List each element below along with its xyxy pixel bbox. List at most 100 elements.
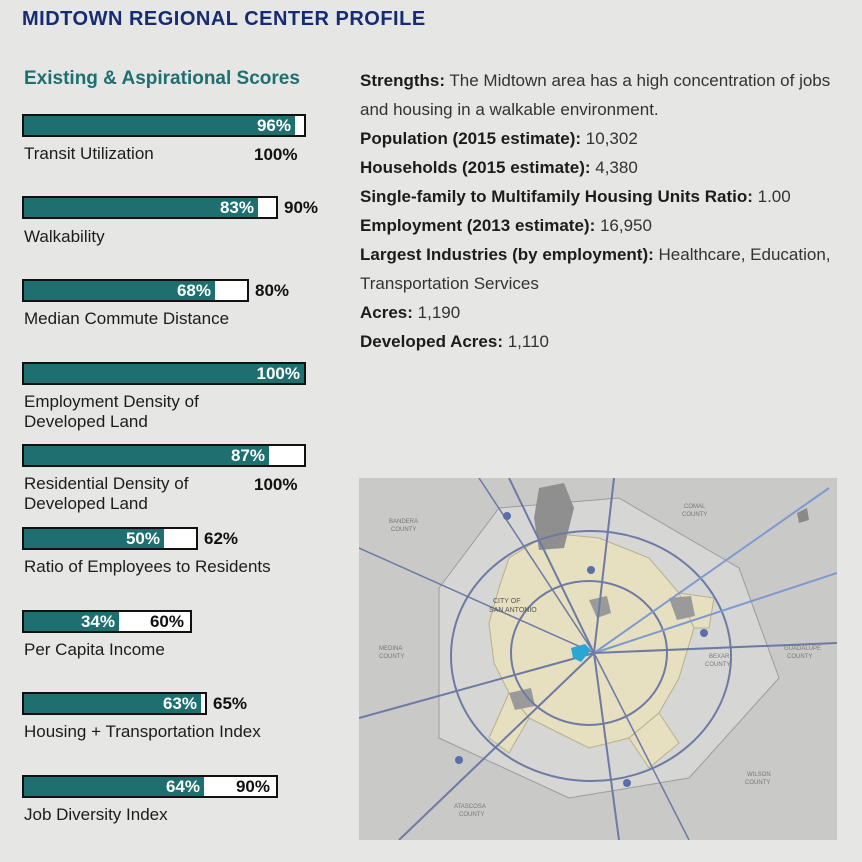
aspirational-score: 90% [235, 777, 270, 796]
map-label-guadalupe-2: COUNTY [787, 654, 812, 660]
aspirational-score: 60% [149, 612, 184, 631]
existing-score: 34% [80, 612, 115, 631]
existing-score: 100% [256, 364, 300, 383]
score-item: 87% 100% Residential Density of Developed … [22, 444, 352, 514]
aspirational-bar: 50% [22, 527, 198, 550]
score-label: Median Commute Distance [24, 309, 230, 328]
aspirational-score: 65% [213, 694, 248, 713]
aspirational-score: 80% [255, 281, 290, 300]
existing-bar: 50% [24, 529, 164, 548]
map-label-wilson: WILSON [747, 772, 771, 778]
aspirational-bar: 64% 90% [22, 775, 278, 798]
aspirational-bar: 100% [22, 362, 306, 385]
households-label: Households (2015 estimate): [360, 158, 591, 177]
score-item: 64% 90% Job Diversity Index [22, 775, 352, 845]
acres-label: Acres: [360, 303, 413, 322]
existing-score: 64% [165, 777, 200, 796]
map-label-atascosa: ATASCOSA [454, 804, 486, 810]
score-item: 68% 80% Median Commute Distance [22, 279, 352, 349]
score-item: 83% 90% Walkability [22, 196, 352, 266]
profile-info: Strengths: The Midtown area has a high c… [360, 66, 840, 356]
strengths-line: Strengths: The Midtown area has a high c… [360, 66, 840, 124]
employment-value: 16,950 [595, 216, 652, 235]
score-item: 34% 60% Per Capita Income [22, 610, 352, 680]
industries-value: Healthcare, Education, Transportation Se… [360, 245, 831, 293]
score-item: 50% 62% Ratio of Employees to Residents [22, 527, 352, 597]
existing-score: 87% [230, 446, 265, 465]
aspirational-score: 62% [204, 529, 239, 548]
aspirational-score: 90% [284, 198, 319, 217]
score-label: Housing + Transportation Index [24, 722, 261, 741]
existing-score: 83% [219, 198, 254, 217]
map-label-bexar: BEXAR [709, 654, 730, 660]
population-line: Population (2015 estimate): 10,302 [360, 124, 840, 153]
aspirational-bar: 63% [22, 692, 207, 715]
score-label: Transit Utilization [24, 144, 154, 163]
acres-value: 1,190 [412, 303, 461, 322]
score-label: Residential Density of Developed Land [24, 474, 189, 513]
map-label-comal-2: COUNTY [682, 512, 707, 518]
aspirational-bar: 87% [22, 444, 306, 467]
map-label-bandera-2: COUNTY [391, 527, 416, 533]
aspirational-score: 100% [254, 475, 298, 494]
map-label-guadalupe: GUADALUPE [784, 646, 821, 652]
existing-bar: 87% [24, 446, 269, 465]
ratio-line: Single-family to Multifamily Housing Uni… [360, 182, 840, 211]
score-item: 96% 100% Transit Utilization [22, 114, 352, 184]
score-item: 63% 65% Housing + Transportation Index [22, 692, 352, 762]
map-label-bexar-2: COUNTY [705, 662, 730, 668]
existing-bar: 100% [24, 364, 304, 383]
aspirational-bar: 96% [22, 114, 306, 137]
aspirational-bar: 34% 60% [22, 610, 192, 633]
score-label: Job Diversity Index [24, 805, 168, 824]
map-label-wilson-2: COUNTY [745, 780, 770, 786]
developed-line: Developed Acres: 1,110 [360, 327, 840, 356]
households-value: 4,380 [590, 158, 638, 177]
regional-map: BANDERA COUNTY COMAL COUNTY MEDINA COUNT… [359, 478, 837, 840]
employment-line: Employment (2013 estimate): 16,950 [360, 211, 840, 240]
developed-label: Developed Acres: [360, 332, 503, 351]
map-label-city-2: SAN ANTONIO [489, 607, 537, 614]
map-label-medina: MEDINA [379, 646, 402, 652]
existing-score: 63% [162, 694, 197, 713]
population-value: 10,302 [581, 129, 638, 148]
map-label-bandera: BANDERA [389, 519, 418, 525]
strengths-label: Strengths: [360, 71, 445, 90]
page-title: MIDTOWN REGIONAL CENTER PROFILE [22, 8, 426, 30]
scores-title: Existing & Aspirational Scores [24, 68, 300, 89]
existing-score: 50% [125, 529, 160, 548]
map-label-atascosa-2: COUNTY [459, 812, 484, 818]
map-label-medina-2: COUNTY [379, 654, 404, 660]
existing-bar: 96% [24, 116, 295, 135]
map-label-city: CITY OF [493, 598, 520, 605]
existing-bar: 63% [24, 694, 201, 713]
map-graphic: BANDERA COUNTY COMAL COUNTY MEDINA COUNT… [359, 478, 837, 840]
developed-value: 1,110 [502, 332, 549, 351]
acres-line: Acres: 1,190 [360, 298, 840, 327]
highway-shield-icon [455, 512, 708, 787]
existing-bar: 83% [24, 198, 258, 217]
map-label-comal: COMAL [684, 504, 706, 510]
industries-label: Largest Industries (by employment): [360, 245, 654, 264]
aspirational-bar: 68% [22, 279, 249, 302]
population-label: Population (2015 estimate): [360, 129, 582, 148]
midtown-highlight [571, 644, 591, 662]
households-line: Households (2015 estimate): 4,380 [360, 153, 840, 182]
score-label: Employment Density of Developed Land [24, 392, 199, 431]
employment-label: Employment (2013 estimate): [360, 216, 596, 235]
score-label: Ratio of Employees to Residents [24, 557, 271, 576]
aspirational-bar: 83% [22, 196, 278, 219]
score-item: 100% Employment Density of Developed Land [22, 362, 352, 432]
ratio-value: 1.00 [752, 187, 791, 206]
industries-line: Largest Industries (by employment): Heal… [360, 240, 840, 298]
existing-score: 68% [176, 281, 211, 300]
aspirational-score: 100% [254, 145, 298, 164]
existing-bar: 64% [24, 777, 204, 796]
existing-bar: 68% [24, 281, 215, 300]
ratio-label: Single-family to Multifamily Housing Uni… [360, 187, 753, 206]
strengths-text: The Midtown area has a high concentratio… [360, 71, 831, 119]
existing-score: 96% [256, 116, 291, 135]
score-label: Per Capita Income [24, 640, 165, 659]
existing-bar: 34% [24, 612, 119, 631]
score-label: Walkability [24, 227, 105, 246]
